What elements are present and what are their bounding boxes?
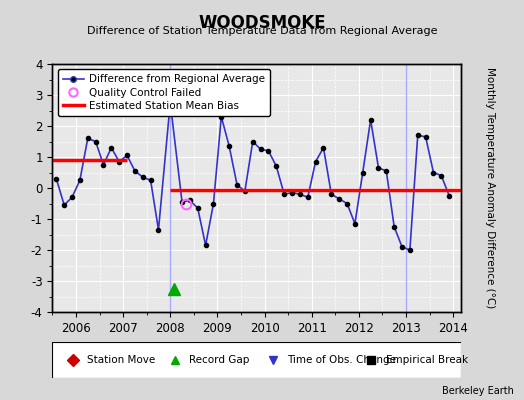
Y-axis label: Monthly Temperature Anomaly Difference (°C): Monthly Temperature Anomaly Difference (… <box>485 67 495 309</box>
FancyBboxPatch shape <box>52 342 461 378</box>
Text: Empirical Break: Empirical Break <box>386 355 467 365</box>
Text: Time of Obs. Change: Time of Obs. Change <box>288 355 397 365</box>
Text: Record Gap: Record Gap <box>189 355 250 365</box>
Text: Berkeley Earth: Berkeley Earth <box>442 386 514 396</box>
Text: WOODSMOKE: WOODSMOKE <box>198 14 326 32</box>
Text: Difference of Station Temperature Data from Regional Average: Difference of Station Temperature Data f… <box>87 26 437 36</box>
Text: Station Move: Station Move <box>87 355 156 365</box>
Legend: Difference from Regional Average, Quality Control Failed, Estimated Station Mean: Difference from Regional Average, Qualit… <box>58 69 270 116</box>
